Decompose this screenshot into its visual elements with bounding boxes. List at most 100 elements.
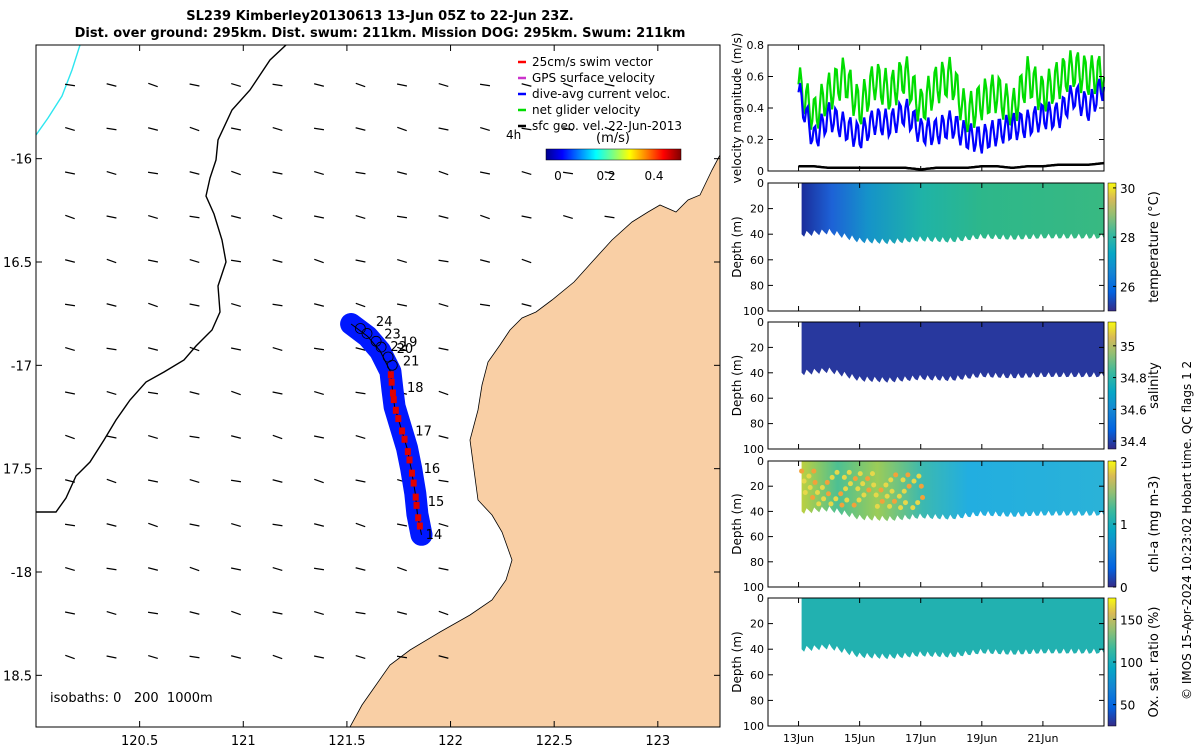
panel-y-label: Depth (m)	[730, 631, 744, 692]
small-label-4h: 4h	[506, 128, 521, 142]
surface-velocity-arrow	[397, 346, 407, 352]
chla-sample-dot	[811, 468, 817, 474]
surface-velocity-arrow	[313, 347, 325, 351]
surface-velocity-arrow	[438, 435, 449, 439]
y-tick-label: 100	[743, 581, 764, 594]
surface-velocity-arrow	[313, 655, 325, 659]
velocity-series-line	[798, 161, 1105, 171]
map-y-tick-label: 16.5	[3, 256, 32, 271]
chla-sample-dot	[828, 501, 834, 507]
surface-velocity-arrow	[563, 127, 573, 131]
y-tick-label: 60	[750, 531, 764, 544]
chla-sample-dot	[901, 488, 907, 494]
surface-velocity-arrow	[189, 655, 200, 659]
surface-velocity-arrow	[106, 523, 117, 527]
surface-velocity-arrow	[189, 611, 200, 615]
surface-velocity-arrow	[604, 215, 615, 219]
surface-velocity-arrow	[479, 83, 491, 87]
panel-frame	[767, 597, 1105, 727]
surface-velocity-arrow	[64, 303, 76, 307]
chla-sample-dot	[825, 491, 831, 497]
surface-velocity-arrow	[438, 347, 449, 351]
chla-sample-dot	[861, 492, 867, 498]
surface-velocity-arrow	[438, 567, 449, 571]
surface-velocity-arrow	[189, 215, 200, 219]
chla-sample-dot	[833, 496, 839, 502]
chla-sample-dot	[906, 483, 912, 489]
time-tick-label: 21Jun	[1027, 732, 1058, 745]
surface-velocity-arrow	[314, 258, 324, 264]
oxygen-panel: 0 20 40 60 80 100 Depth (m) 150 100 50 Ox. sat. ra…	[730, 592, 1162, 733]
surface-velocity-arrow	[355, 479, 366, 483]
day-label: 21	[403, 354, 420, 369]
swim-vector-marker	[404, 448, 411, 456]
colorbar-tick-2: 0.4	[644, 169, 663, 183]
chla-sample-dot	[839, 502, 845, 508]
surface-velocity-arrow	[355, 259, 366, 263]
day-label: 16	[424, 462, 441, 477]
surface-velocity-arrow	[272, 566, 283, 572]
surface-velocity-arrow	[106, 567, 117, 571]
thousand-metre-isobath	[36, 45, 81, 136]
y-tick-label: 0	[757, 165, 764, 178]
surface-velocity-arrow	[148, 214, 158, 220]
surface-velocity-arrow	[272, 83, 283, 87]
colorbar-tick-label: 1	[1120, 518, 1128, 532]
y-tick-label: 60	[750, 392, 764, 405]
temperature-section	[801, 183, 1104, 245]
y-tick-label: 20	[750, 480, 764, 493]
dive-location-circle	[361, 328, 373, 339]
chla-sample-dot	[888, 477, 894, 483]
surface-velocity-arrow	[106, 258, 117, 264]
y-tick-label: 20	[750, 618, 764, 631]
surface-velocity-arrow	[355, 302, 366, 308]
surface-velocity-arrow	[272, 346, 283, 352]
colorbar-tick-label: 34.4	[1120, 435, 1147, 449]
surface-velocity-arrow	[563, 214, 573, 220]
chla-sample-dot	[910, 505, 916, 511]
chla-sample-dot	[799, 468, 805, 474]
panel-y-label: velocity magnitude (m/s)	[730, 33, 744, 184]
surface-velocity-arrow	[147, 611, 159, 615]
y-tick-label: 0.2	[747, 134, 765, 147]
chla-sample-dot	[916, 473, 922, 479]
chla-panel: 0 20 40 60 80 100 Depth (m) 2 1 0 chl-a (mg m-3)	[730, 455, 1162, 595]
surface-velocity-arrow	[65, 126, 75, 132]
surface-velocity-arrow	[189, 523, 200, 527]
surface-velocity-arrow	[148, 127, 158, 131]
surface-velocity-arrow	[231, 302, 241, 308]
swim-vector-marker	[388, 378, 395, 386]
isobaths-label: isobaths: 0 200 1000m	[50, 691, 213, 706]
map-y-tick-label: 18.5	[3, 669, 32, 684]
y-tick-label: 0.6	[747, 71, 765, 84]
velocity-vector-field	[64, 82, 615, 660]
chla-sample-dot	[878, 487, 884, 493]
chla-sample-dot	[852, 476, 858, 482]
panel-frame	[767, 182, 1105, 312]
chla-sample-dot	[918, 483, 924, 489]
surface-velocity-arrow	[313, 435, 325, 439]
surface-velocity-arrow	[397, 566, 407, 572]
surface-velocity-arrow	[604, 126, 615, 132]
dive-location-circle	[386, 359, 398, 371]
surface-velocity-arrow	[355, 522, 366, 528]
panel-y-label: Depth (m)	[730, 493, 744, 554]
surface-velocity-arrow	[396, 655, 408, 659]
surface-velocity-arrow	[230, 567, 242, 571]
surface-velocity-arrow	[521, 215, 532, 219]
chla-sample-dot	[911, 478, 917, 484]
y-tick-label: 80	[750, 694, 764, 707]
y-tick-label: 100	[743, 443, 764, 456]
swim-vector-marker	[415, 514, 422, 522]
chla-sample-dot	[847, 481, 853, 487]
surface-velocity-arrow	[313, 127, 325, 131]
colorbar-tick-label: 34.8	[1120, 372, 1147, 386]
chla-sample-dot	[857, 471, 863, 477]
colorbar-tick-0: 0	[554, 169, 562, 183]
y-tick-label: 100	[743, 720, 764, 733]
day-label: 24	[376, 315, 393, 330]
surface-velocity-arrow	[189, 346, 200, 352]
time-tick-label: 15Jun	[844, 732, 875, 745]
colorbar-tick-label: 100	[1120, 656, 1143, 670]
